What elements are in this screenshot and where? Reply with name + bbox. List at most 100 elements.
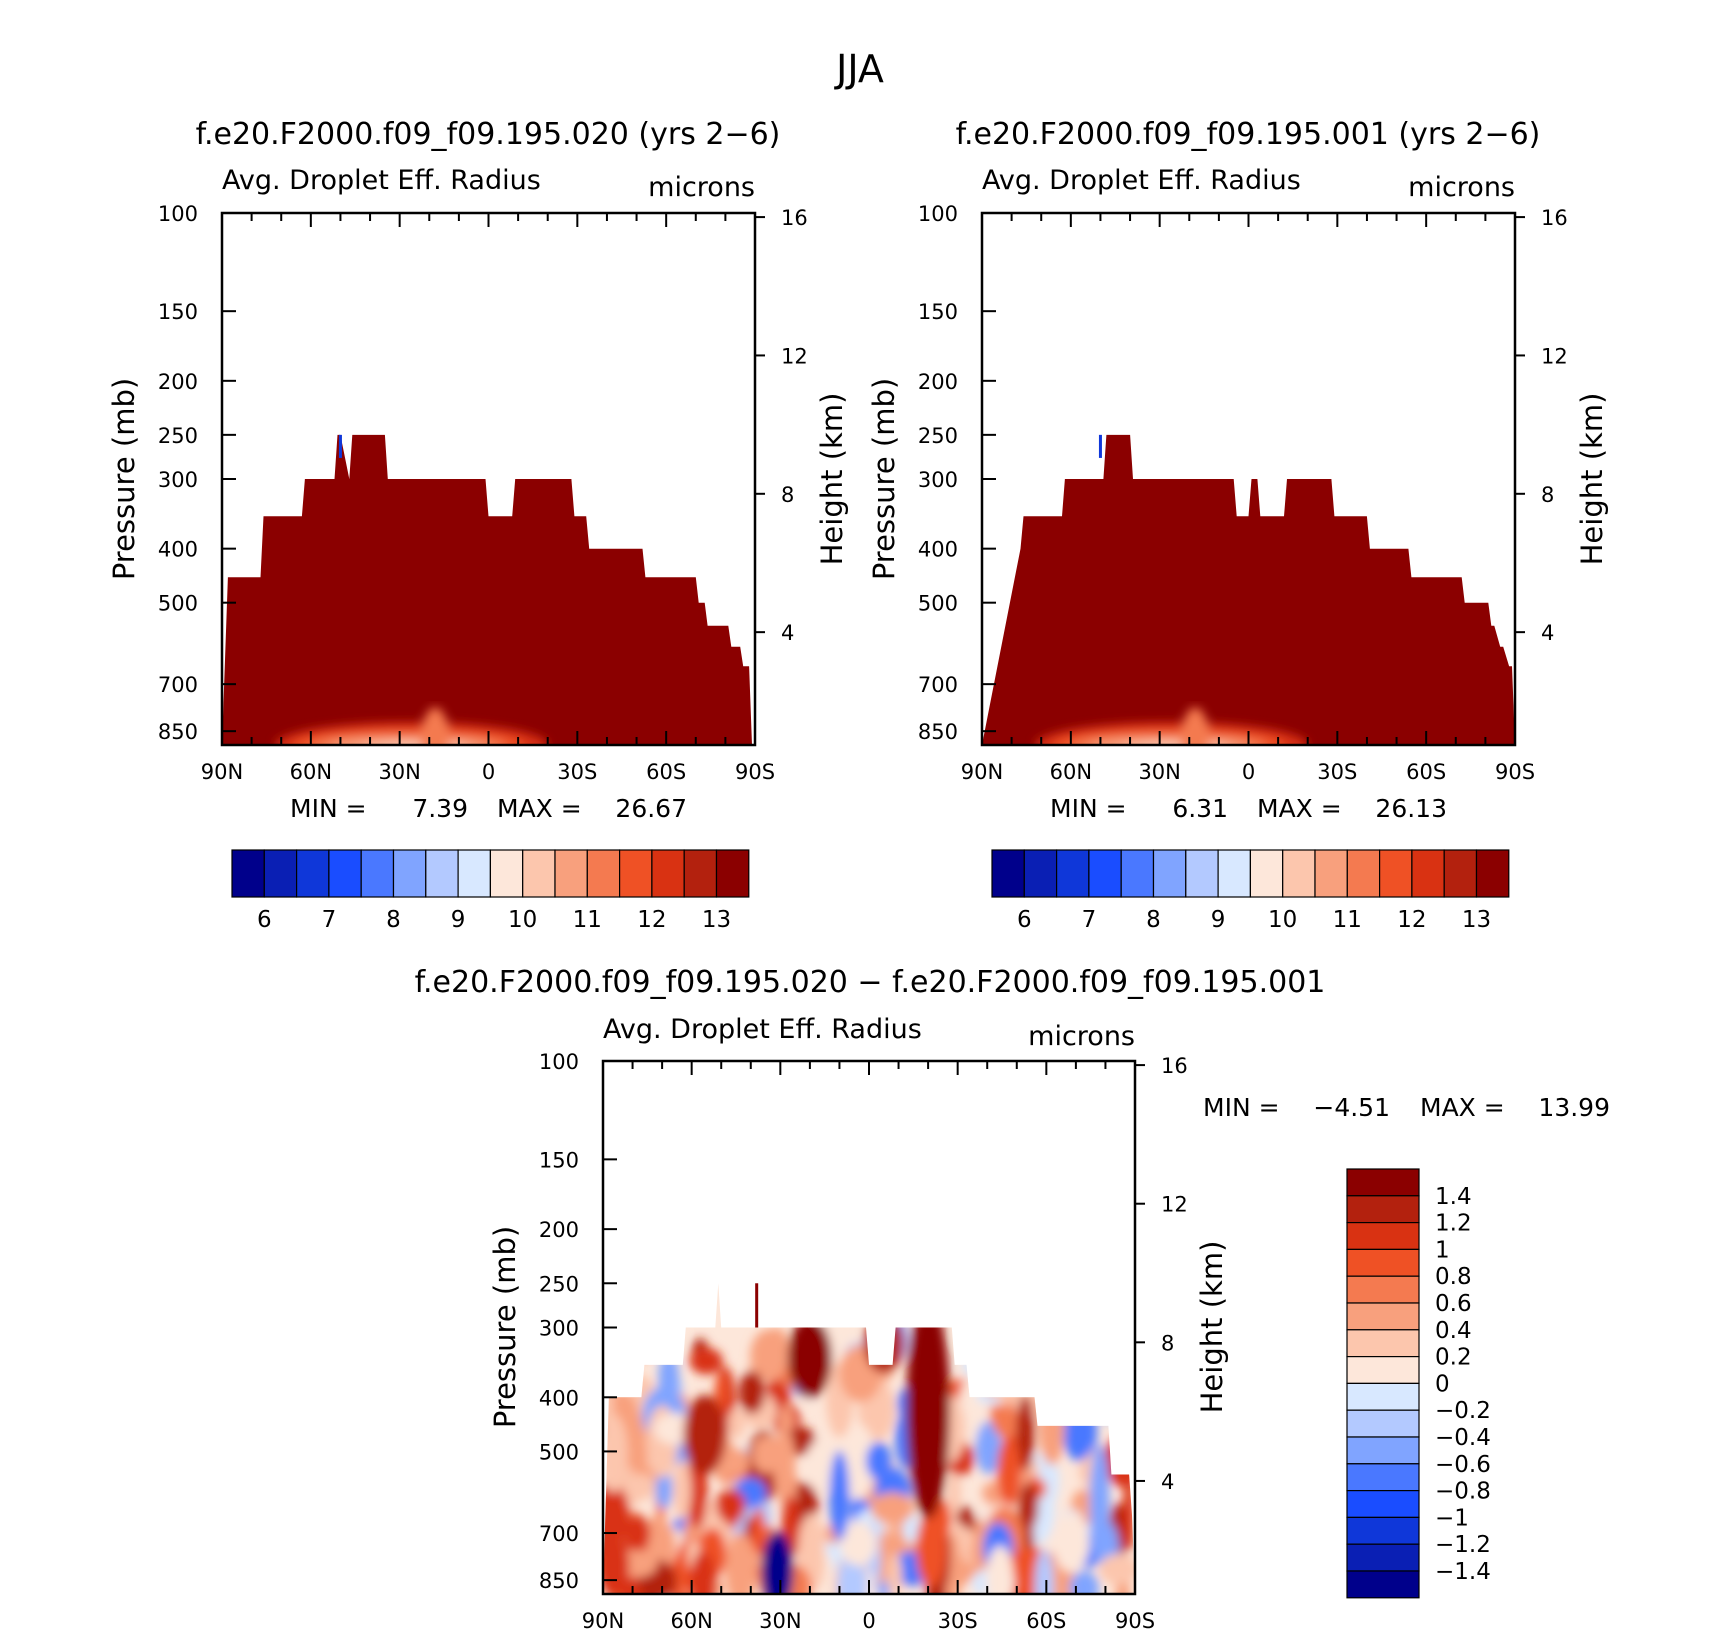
colorbar-box [1411,849,1445,898]
colorbar-label: 0.6 [1435,1291,1472,1317]
x-tick-label: 0 [862,1609,875,1633]
x-tick-label: 0 [482,760,495,784]
colorbar-box [991,849,1025,898]
colorbar-label: −1 [1435,1505,1469,1531]
y-tick-label: 200 [918,370,958,394]
panel-left: f.e20.F2000.f09_f09.195.020 (yrs 2−6) Av… [107,117,849,933]
x-tick-label: 30N [1138,760,1180,784]
colorbar-box [1346,1463,1420,1492]
y2-tick-label: 8 [1161,1331,1174,1355]
colorbar-box [425,849,459,898]
diff-blob [1016,1394,1035,1471]
colorbar-label: 13 [702,907,731,933]
y2-tick-label: 4 [1541,621,1554,645]
panel-left-y2label: Height (km) [815,393,849,566]
diff-blob [739,1370,765,1414]
colorbar-box [1378,849,1413,898]
colorbar-box [1346,1543,1420,1572]
colorbar-label: 0.4 [1435,1318,1472,1344]
colorbar-label: −1.2 [1435,1532,1491,1558]
diff-blob [1094,1386,1129,1424]
panel-diff-ylabel: Pressure (mb) [488,1226,522,1428]
x-tick-label: 90S [1495,760,1535,784]
colorbar-label: 11 [1333,907,1362,933]
y-tick-label: 700 [158,673,198,697]
colorbar-box [1346,1489,1420,1518]
x-tick-label: 30S [938,1609,978,1633]
colorbar-label: 1.2 [1435,1211,1472,1237]
y-tick-label: 300 [918,468,958,492]
y2-tick-label: 12 [1541,344,1568,368]
diff-blob [1074,1309,1102,1347]
y-tick-label: 100 [158,202,198,226]
diff-blob [752,1435,781,1474]
diff-strong [863,1313,904,1374]
diff-blob [1103,1434,1135,1488]
panel-left-field [222,434,755,745]
surface-bump [1181,707,1210,745]
colorbar-box [1346,849,1381,898]
spike [338,434,342,458]
y-tick-label: 850 [539,1569,579,1593]
colorbar-box [522,849,556,898]
surface-gradient [275,707,548,745]
colorbar-label: 10 [1268,907,1297,933]
colorbar-box [457,849,492,898]
colorbar-label: 12 [637,907,666,933]
x-tick-label: 60N [670,1609,712,1633]
panel-diff-min-value: −4.51 [1313,1093,1390,1122]
diff-blob [608,1329,638,1400]
x-tick-label: 0 [1242,760,1255,784]
colorbar-box [1346,1355,1420,1384]
diff-strong [787,1317,832,1398]
colorbar-box [1475,849,1510,898]
panel-diff-min-label: MIN = [1203,1093,1280,1122]
diff-blob [965,1321,1009,1382]
colorbar-label: 0.8 [1435,1264,1472,1290]
diff-blob [1034,1549,1054,1594]
colorbar-box [1217,849,1251,898]
colorbar-label: 1 [1435,1237,1450,1263]
diff-blob [624,1515,651,1552]
x-tick-label: 90N [582,1609,624,1633]
diff-blob [986,1545,1014,1594]
diff-blob [1099,1553,1135,1585]
panel-right-title: f.e20.F2000.f09_f09.195.001 (yrs 2−6) [956,117,1541,152]
panel-left-max-value: 26.67 [615,794,687,823]
panel-right-max-label: MAX = [1257,794,1342,823]
x-tick-label: 30N [378,760,420,784]
x-tick-label: 90N [961,760,1003,784]
diff-blob [624,1300,661,1360]
surface-gradient [1035,707,1308,745]
panel-right-field [982,434,1515,745]
spike [1098,434,1102,458]
panel-diff-max-label: MAX = [1420,1093,1505,1122]
panel-diff-y2label: Height (km) [1195,1241,1229,1414]
x-tick-label: 60N [290,760,332,784]
diff-strong [906,1299,951,1520]
y2-tick-label: 4 [781,621,794,645]
y-tick-label: 250 [539,1272,579,1296]
colorbar-box [586,849,621,898]
y-tick-label: 500 [918,592,958,616]
colorbar-label: 8 [386,907,401,933]
colorbar-box [1346,1275,1420,1304]
panel-right-y2label: Height (km) [1575,393,1609,566]
colorbar-box [263,849,298,898]
colorbar-box [683,849,718,898]
y-tick-label: 100 [918,202,958,226]
y-tick-label: 300 [539,1317,579,1341]
y2-tick-label: 12 [781,344,808,368]
colorbar-label: 7 [322,907,337,933]
panel-left-max-label: MAX = [497,794,582,823]
diff-blob [727,1408,745,1439]
panel-right-field-label: Avg. Droplet Eff. Radius [982,165,1301,196]
panel-diff-field-label: Avg. Droplet Eff. Radius [603,1014,922,1045]
colorbar-box [1443,849,1478,898]
diff-blob [750,1329,790,1382]
diff-blob [948,1468,961,1519]
diff-blob [1041,1364,1063,1415]
colorbar-label: −0.2 [1435,1398,1491,1424]
figure-title: JJA [834,47,884,91]
colorbar-box [618,849,653,898]
